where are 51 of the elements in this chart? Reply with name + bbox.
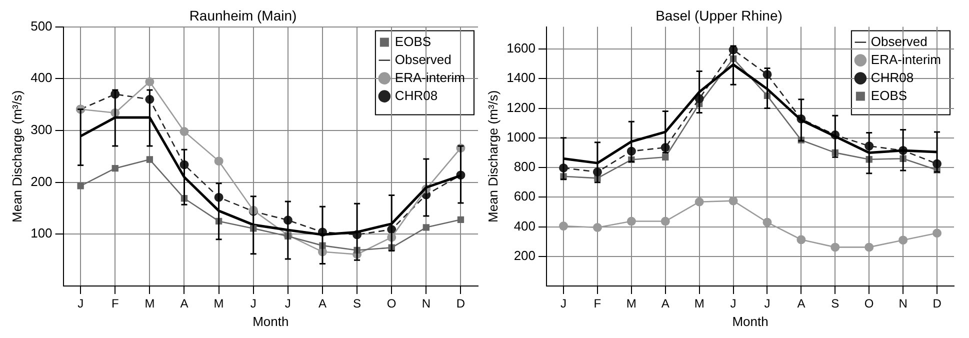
legend-label: Observed xyxy=(394,52,452,67)
y-tick-label: 300 xyxy=(30,122,52,138)
y-tick-label: 500 xyxy=(30,18,52,34)
x-tick-label: F xyxy=(594,296,602,311)
y-tick-label: 1200 xyxy=(506,100,536,115)
chart-title: Raunheim (Main) xyxy=(189,7,297,24)
x-tick-label: D xyxy=(932,296,942,311)
y-tick-label: 800 xyxy=(514,159,536,174)
x-tick-label: N xyxy=(898,296,908,311)
y-axis-title: Mean Discharge (m³/s) xyxy=(9,90,24,222)
legend-label: EOBS xyxy=(870,88,908,103)
y-tick-label: 400 xyxy=(30,70,52,86)
x-tick-label: M xyxy=(214,296,224,311)
y-tick-label: 400 xyxy=(514,218,536,234)
x-tick-label: A xyxy=(797,296,806,311)
x-tick-label: O xyxy=(864,296,874,311)
x-tick-label: A xyxy=(180,296,188,311)
y-tick-label: 1400 xyxy=(506,70,536,86)
legend-label: ERA-interim xyxy=(870,52,942,67)
legend-label: Observed xyxy=(870,34,928,49)
y-axis-title: Mean Discharge (m³/s) xyxy=(485,90,500,222)
chart-title: Basel (Upper Rhine) xyxy=(656,7,782,24)
x-tick-label: J xyxy=(730,296,736,311)
x-tick-label: J xyxy=(560,296,566,311)
x-tick-label: M xyxy=(144,296,155,311)
legend-label: CHR08 xyxy=(870,70,914,85)
legend-label: EOBS xyxy=(394,34,432,49)
x-tick-label: A xyxy=(318,296,326,311)
x-axis-title: Month xyxy=(732,314,768,329)
x-tick-label: J xyxy=(250,296,256,311)
y-tick-label: 200 xyxy=(30,174,52,189)
y-tick-label: 100 xyxy=(30,226,52,241)
x-tick-label: S xyxy=(831,296,840,311)
legend-label: CHR08 xyxy=(394,88,438,103)
x-tick-label: M xyxy=(694,296,704,311)
x-tick-label: D xyxy=(456,296,466,311)
y-tick-label: 600 xyxy=(514,188,536,204)
legend-label: ERA-interim xyxy=(394,70,466,85)
x-tick-label: O xyxy=(386,296,396,311)
y-tick-label: 1000 xyxy=(506,129,536,144)
y-tick-label: 200 xyxy=(514,248,536,263)
x-tick-label: S xyxy=(353,296,362,311)
x-tick-label: J xyxy=(78,296,84,311)
x-tick-label: M xyxy=(626,296,636,311)
x-tick-label: J xyxy=(764,296,770,311)
x-tick-label: F xyxy=(111,296,119,311)
x-tick-label: A xyxy=(661,296,670,311)
y-tick-label: 1600 xyxy=(506,40,536,56)
x-tick-label: N xyxy=(422,296,430,311)
x-axis-title: Month xyxy=(252,314,289,329)
x-tick-label: J xyxy=(284,296,291,311)
